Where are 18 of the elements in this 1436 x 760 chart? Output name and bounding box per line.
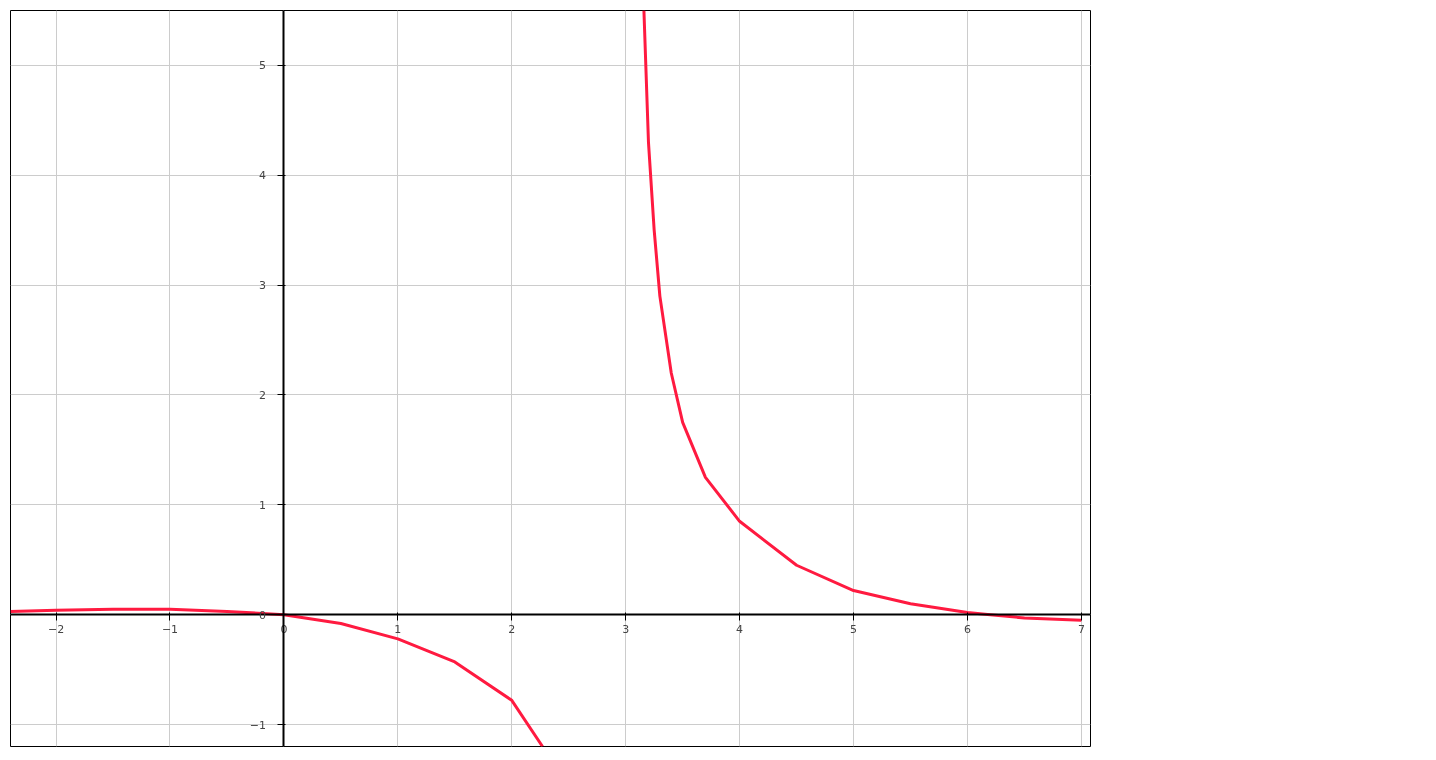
line-series [10, 607, 545, 747]
y-tick-label: 0 [258, 608, 266, 622]
y-tick-label: 5 [258, 59, 266, 73]
y-tick-label: 1 [258, 498, 266, 512]
y-tick-label: −1 [249, 718, 266, 732]
line-series [642, 10, 1083, 622]
x-tick-label: 1 [394, 622, 402, 636]
x-tick-label: 3 [622, 622, 630, 636]
x-tick-label: 7 [1077, 622, 1085, 636]
y-tick-label: 2 [258, 388, 266, 402]
x-tick-label: 4 [736, 622, 744, 636]
x-tick-label: 6 [963, 622, 971, 636]
y-tick-label: 3 [258, 279, 266, 293]
x-tick-label: 2 [508, 622, 516, 636]
x-tick-label: −2 [47, 622, 65, 636]
x-tick-label: −1 [161, 622, 179, 636]
y-tick-label: 4 [258, 169, 266, 183]
x-tick-label: 5 [850, 622, 858, 636]
